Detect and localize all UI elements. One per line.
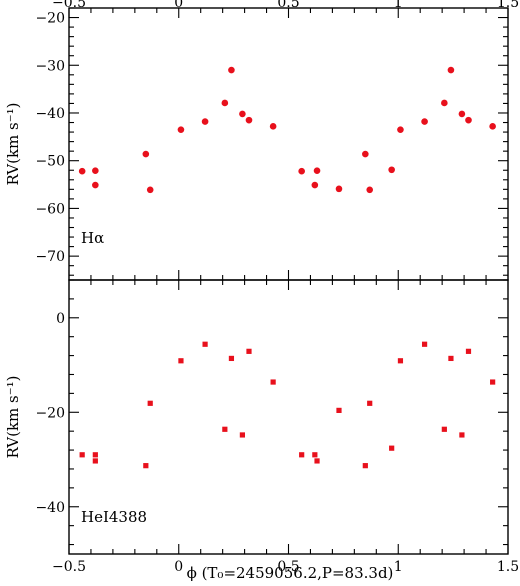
bottom-panel: −0.5 0 0.5 1 1.5 −40 −20 0 RV(km s⁻¹) HeI4388 — [4, 279, 519, 575]
y-tick-label: 0 — [56, 311, 65, 327]
data-point — [421, 341, 428, 347]
data-point — [92, 452, 98, 458]
data-point — [447, 66, 455, 74]
data-point — [311, 181, 319, 189]
data-point — [299, 452, 305, 458]
y-tick-label: −40 — [35, 500, 65, 516]
data-point — [147, 400, 153, 406]
y-tick-label: −20 — [35, 11, 65, 27]
x-tick-label: 0.5 — [277, 559, 299, 575]
data-point — [465, 348, 472, 354]
data-point — [314, 458, 320, 464]
data-point — [367, 400, 373, 406]
data-point — [92, 167, 99, 175]
x-tick-label: 1 — [394, 559, 403, 575]
data-point — [388, 166, 395, 174]
y-tick-label: −50 — [35, 154, 65, 170]
data-point — [177, 126, 185, 133]
data-point — [389, 445, 395, 451]
data-point — [335, 185, 343, 193]
data-point — [239, 432, 246, 438]
y-tick-label: −70 — [35, 249, 65, 265]
data-point — [362, 150, 369, 158]
y-tick-label: −30 — [35, 58, 65, 74]
data-point — [490, 379, 496, 385]
data-point — [78, 167, 86, 175]
data-point — [146, 186, 154, 194]
data-point — [313, 167, 321, 175]
data-point — [92, 458, 98, 464]
data-point — [421, 118, 428, 125]
data-point — [228, 66, 235, 74]
top-panel: −0.5 0 0.5 1 1.5 −70 −60 −50 −40 −30 −20 RV(km s⁻¹)… — [4, 0, 519, 281]
data-point — [397, 126, 404, 133]
data-point — [366, 186, 374, 194]
data-point — [336, 407, 342, 413]
data-point — [465, 116, 472, 124]
data-point — [489, 123, 496, 130]
data-point — [142, 150, 150, 158]
data-point — [441, 99, 448, 107]
x-tick-label-top: 1.5 — [497, 0, 519, 11]
y-tick-label: −60 — [35, 201, 65, 217]
data-point — [458, 110, 466, 118]
data-point — [202, 341, 208, 347]
data-point — [448, 355, 454, 362]
data-point — [362, 463, 368, 469]
y-axis-title: RV(km s⁻¹) — [4, 375, 22, 458]
data-point — [228, 355, 235, 362]
data-point — [222, 426, 228, 432]
x-axis-title: ϕ (T₀=2459056.2,P=83.3d) — [187, 564, 394, 582]
panel-label: Hα — [81, 229, 104, 247]
data-point — [312, 452, 318, 458]
data-point — [178, 358, 184, 364]
x-tick-label-top: −0.5 — [52, 0, 86, 11]
y-tick-label: −20 — [35, 405, 65, 421]
x-tick-label-top: 1 — [394, 0, 403, 11]
y-axis-title: RV(km s⁻¹) — [4, 102, 22, 185]
x-tick-label: −0.5 — [52, 559, 86, 575]
data-point — [92, 181, 99, 189]
panel-label: HeI4388 — [81, 508, 147, 526]
data-point — [221, 99, 229, 107]
data-point — [79, 452, 85, 458]
plot-frame — [68, 7, 509, 281]
data-point — [143, 463, 149, 469]
x-tick-label: 1.5 — [497, 559, 519, 575]
x-tick-label-top: 0.5 — [277, 0, 299, 11]
data-point — [245, 116, 253, 124]
data-point — [270, 379, 276, 385]
data-point — [397, 358, 404, 364]
data-point — [246, 348, 252, 354]
data-point — [201, 118, 209, 125]
data-point — [298, 167, 305, 175]
data-point — [441, 426, 447, 432]
data-point — [459, 432, 465, 438]
y-tick-label: −40 — [35, 106, 65, 122]
data-point — [239, 110, 246, 118]
x-tick-label: 0 — [174, 559, 183, 575]
data-point — [269, 123, 277, 130]
x-tick-label-top: 0 — [174, 0, 183, 11]
